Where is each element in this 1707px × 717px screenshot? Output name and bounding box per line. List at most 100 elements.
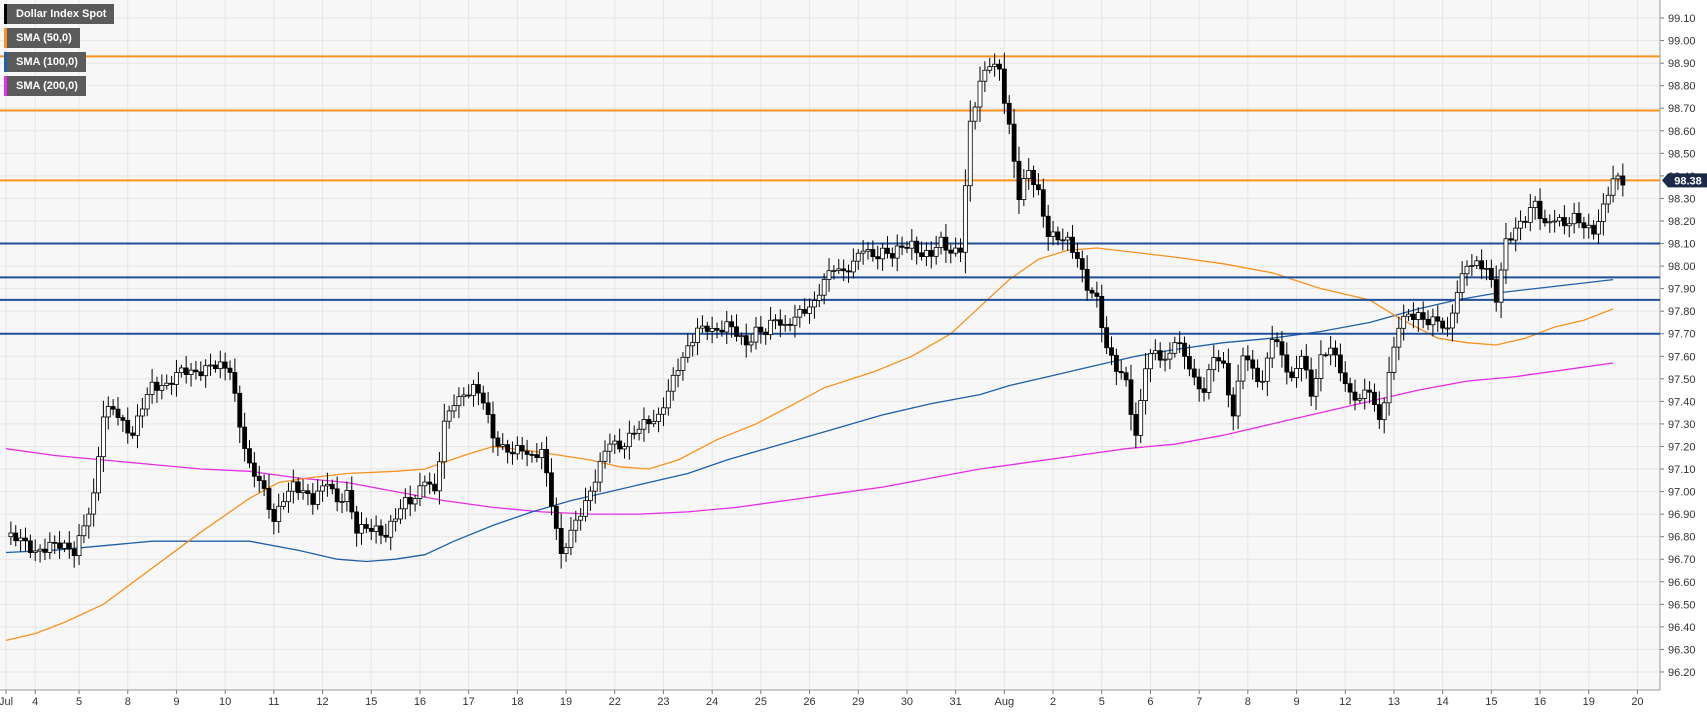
candle-body: [690, 342, 696, 347]
candle-body: [1230, 394, 1236, 417]
candle-body: [334, 488, 340, 503]
candle-body: [402, 496, 408, 510]
candle-body: [320, 485, 325, 492]
candle-body: [797, 309, 803, 318]
y-tick-label: 98.20: [1668, 216, 1696, 228]
candle-body: [622, 446, 627, 450]
candle-body: [1367, 389, 1372, 393]
candle-body: [412, 498, 418, 505]
candle-body: [958, 247, 963, 253]
candle-body: [1269, 339, 1275, 359]
candle-body: [1070, 236, 1075, 253]
candle-body: [242, 426, 248, 450]
candle-body: [227, 367, 233, 373]
candle-body: [1143, 368, 1148, 401]
x-tick-label: 22: [609, 696, 621, 708]
plot-area: [0, 0, 1660, 690]
legend-item[interactable]: SMA (50,0): [4, 28, 80, 48]
candle-body: [1406, 313, 1411, 317]
candle-body: [441, 420, 447, 463]
y-tick-label: 98.80: [1668, 81, 1696, 93]
candle-body: [1615, 175, 1621, 180]
x-tick-label: 5: [76, 696, 82, 708]
candle-body: [495, 437, 501, 447]
candle-body: [47, 541, 53, 553]
candle-body: [719, 329, 725, 333]
candle-body: [23, 537, 28, 542]
legend-swatch: [4, 76, 7, 96]
candle-body: [802, 309, 808, 314]
x-tick-label: 14: [1437, 696, 1449, 708]
candle-body: [1498, 269, 1504, 303]
candle-body: [1148, 353, 1153, 370]
candle-body: [120, 417, 126, 421]
candle-body: [32, 550, 38, 553]
candle-body: [1094, 292, 1100, 297]
candle-body: [1488, 267, 1494, 280]
candle-body: [251, 462, 257, 477]
y-tick-label: 97.10: [1668, 464, 1696, 476]
legend-swatch: [4, 28, 7, 48]
candle-body: [52, 541, 58, 544]
candle-body: [704, 325, 710, 332]
legend-swatch: [4, 4, 7, 24]
x-tick-label: 19: [1583, 696, 1595, 708]
candle-body: [510, 451, 515, 455]
candle-body: [782, 323, 788, 326]
x-tick-label: 12: [316, 696, 328, 708]
x-tick-label: 30: [901, 696, 913, 708]
candle-body: [670, 374, 676, 392]
candle-body: [315, 490, 321, 505]
candle-body: [855, 252, 861, 262]
candle-body: [685, 345, 691, 358]
candle-body: [938, 236, 944, 248]
legend-item[interactable]: SMA (200,0): [4, 76, 86, 96]
candle-body: [1182, 342, 1187, 357]
candle-body: [1440, 320, 1446, 329]
x-tick-label: 25: [755, 696, 767, 708]
candle-body: [777, 319, 783, 326]
candle-body: [368, 527, 374, 532]
candle-body: [709, 327, 715, 332]
candle-body: [500, 444, 506, 447]
candle-body: [1040, 189, 1046, 217]
candle-body: [1542, 218, 1548, 224]
candle-body: [734, 326, 739, 337]
candle-body: [378, 525, 384, 536]
candle-body: [1221, 360, 1226, 364]
candle-body: [850, 260, 856, 273]
x-tick-label: 23: [657, 696, 669, 708]
x-tick-label: 4: [32, 696, 38, 708]
candle-body: [1381, 402, 1387, 420]
candle-body: [695, 327, 700, 343]
candle-body: [661, 407, 666, 415]
x-tick-label: 26: [803, 696, 815, 708]
candle-body: [1411, 313, 1416, 320]
sma-200-line: [5, 362, 1614, 515]
legend-label: Dollar Index Spot: [16, 8, 107, 20]
candle-body: [831, 270, 837, 272]
candle-body: [675, 370, 681, 376]
candle-body: [451, 405, 457, 412]
candle-body: [130, 432, 136, 436]
y-tick-label: 99.00: [1668, 36, 1696, 48]
candle-body: [398, 508, 403, 520]
candle-body: [836, 268, 842, 271]
candle-body: [1216, 357, 1222, 362]
candle-body: [700, 325, 705, 329]
candle-body: [641, 419, 647, 430]
candle-body: [1065, 236, 1071, 241]
x-tick-label: 5: [1099, 696, 1105, 708]
candle-body: [1620, 175, 1626, 186]
candle-body: [115, 408, 121, 418]
candle-body: [1318, 354, 1324, 379]
legend-item[interactable]: SMA (100,0): [4, 52, 86, 72]
legend-item[interactable]: Dollar Index Spot: [4, 4, 115, 24]
candle-body: [563, 547, 569, 554]
candle-body: [1449, 312, 1455, 329]
candle-body: [1167, 352, 1173, 360]
candle-body: [1503, 238, 1509, 271]
candle-body: [962, 185, 968, 253]
candle-body: [846, 270, 851, 273]
